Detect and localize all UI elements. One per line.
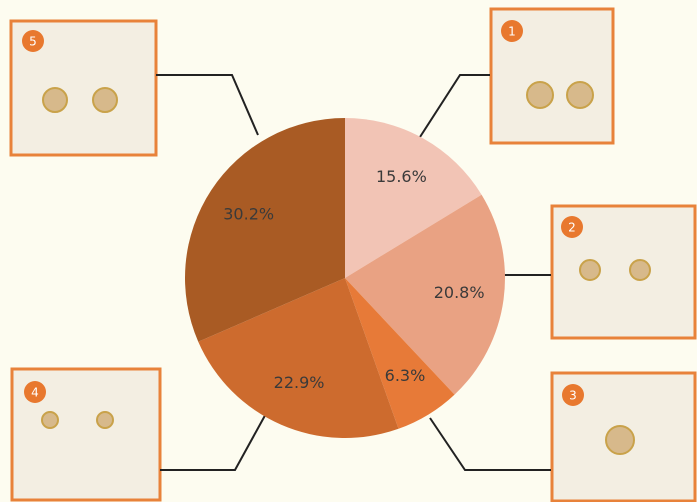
badge-number: 1 (508, 25, 516, 39)
badge-number: 5 (29, 35, 37, 49)
slice-label: 6.3% (385, 366, 426, 385)
slice-label: 22.9% (274, 373, 325, 392)
slice-label: 30.2% (223, 204, 274, 223)
chart: 15.6% 20.8% 6.3% 22.9% 30.2% 1 2 3 4 5 (0, 0, 697, 502)
slice-label: 20.8% (434, 283, 485, 302)
pie: 15.6% 20.8% 6.3% 22.9% 30.2% (185, 118, 505, 438)
badge-number: 3 (569, 389, 577, 403)
badge-number: 2 (568, 221, 576, 235)
badge-number: 4 (31, 386, 39, 400)
slice-label: 15.6% (376, 167, 427, 186)
